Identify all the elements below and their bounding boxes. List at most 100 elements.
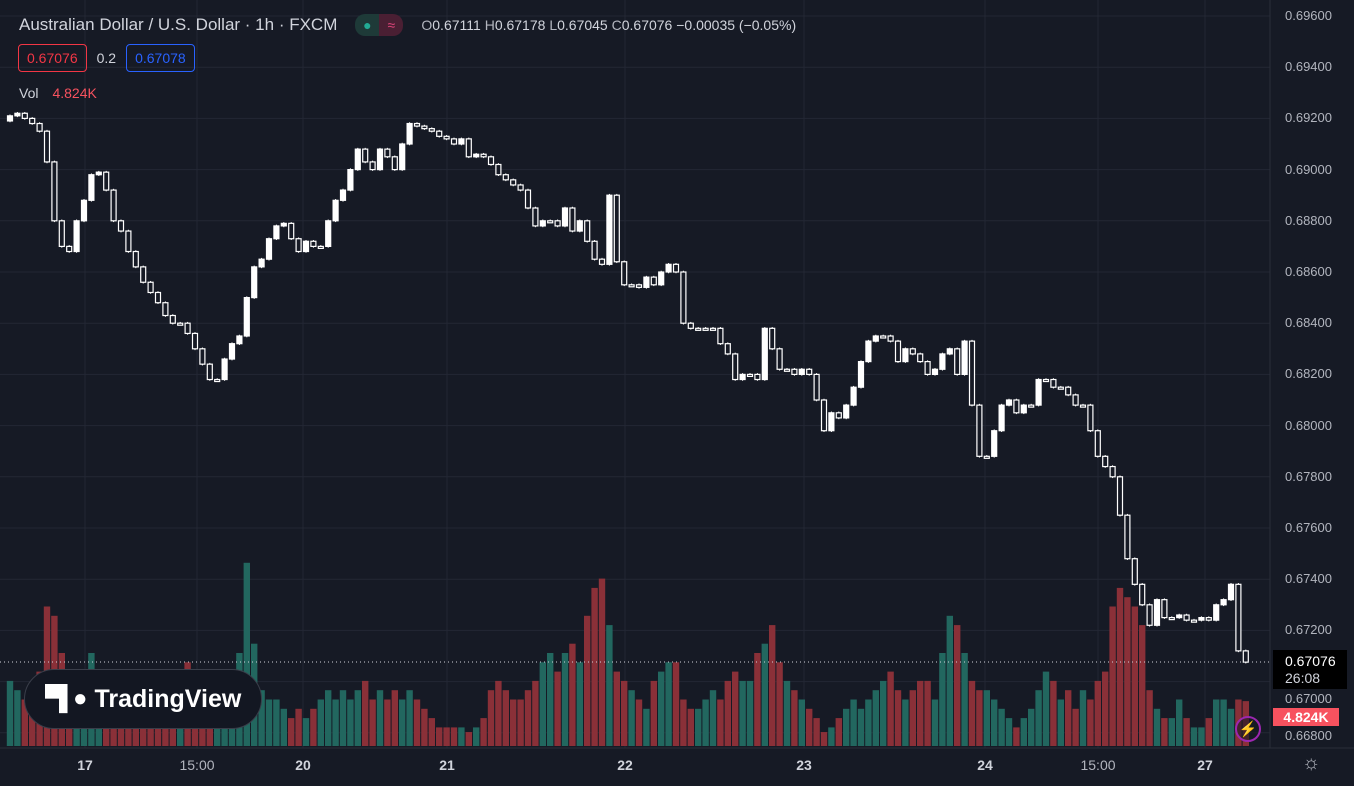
candle	[117, 219, 125, 233]
candle-body	[561, 207, 569, 227]
volume-bar	[709, 690, 717, 746]
candle	[29, 117, 36, 125]
candle	[236, 334, 243, 345]
volume-bar	[406, 690, 413, 746]
candle	[1087, 403, 1094, 432]
candle	[1102, 455, 1109, 468]
time-axis-label: 15:00	[1080, 757, 1116, 773]
candle-body	[517, 184, 524, 191]
candle	[502, 173, 509, 182]
candle-body	[924, 361, 931, 376]
candle-body	[288, 222, 295, 240]
candle	[776, 347, 783, 371]
candle-body	[147, 281, 154, 294]
volume-bar	[857, 708, 865, 746]
candle-body	[1124, 514, 1131, 560]
market-open-dot-icon[interactable]: ●	[355, 14, 380, 36]
volume-legend[interactable]: Vol 4.824K	[19, 85, 97, 101]
candle	[791, 368, 798, 376]
candle	[73, 219, 80, 253]
volume-bar	[761, 643, 768, 746]
volume-bar	[576, 662, 583, 746]
candle	[954, 347, 961, 376]
candle	[909, 347, 916, 356]
candle-body	[806, 368, 813, 375]
candle	[924, 360, 931, 376]
candle-body	[998, 404, 1005, 432]
candle	[132, 250, 139, 269]
candle-body	[894, 340, 902, 363]
candle-body	[317, 245, 324, 249]
candle	[354, 147, 361, 171]
wave-icon[interactable]: ≈	[379, 14, 404, 36]
volume-bar	[961, 653, 968, 746]
volume-bar	[561, 653, 569, 746]
sell-button[interactable]: 0.67076	[18, 44, 87, 72]
logo-text: TradingView	[94, 684, 242, 713]
volume-bar	[1065, 690, 1072, 746]
candle	[1146, 603, 1153, 627]
status-indicators[interactable]: ● ≈	[355, 14, 404, 36]
volume-value: 4.824K	[52, 85, 97, 101]
candle	[968, 339, 976, 407]
volume-bar	[998, 708, 1005, 746]
volume-bar	[347, 699, 354, 746]
candle	[177, 321, 184, 326]
candle	[399, 142, 406, 171]
candle	[369, 160, 376, 171]
candles	[6, 112, 1249, 664]
candle-body	[1227, 583, 1235, 601]
candle	[332, 199, 339, 223]
time-axis-label: 21	[439, 757, 455, 773]
time-axis-label: 23	[796, 757, 812, 773]
symbol-title[interactable]: Australian Dollar / U.S. Dollar · 1h · F…	[19, 15, 338, 34]
candle-body	[510, 179, 517, 186]
volume-bar	[443, 727, 450, 746]
candle	[1094, 429, 1101, 458]
volume-bar	[1035, 690, 1042, 746]
candle-body	[1139, 583, 1146, 606]
candle-body	[1094, 430, 1101, 457]
volume-bar	[487, 690, 495, 746]
buy-button[interactable]: 0.67078	[126, 44, 195, 72]
candle-body	[976, 404, 983, 457]
volume-bar	[724, 680, 731, 746]
candle	[1079, 403, 1087, 408]
candle-body	[865, 340, 872, 363]
candle	[43, 129, 51, 164]
candle-body	[554, 220, 561, 227]
candle	[458, 137, 465, 146]
candle	[643, 275, 650, 289]
volume-tag: 4.824K	[1273, 708, 1339, 726]
candle-body	[783, 368, 791, 372]
candle	[1072, 393, 1079, 407]
candle-body	[798, 368, 805, 375]
candle	[88, 173, 95, 202]
candle-body	[450, 138, 458, 145]
candle-body	[436, 130, 443, 137]
candle-body	[672, 263, 680, 273]
lightning-icon[interactable]: ⚡	[1235, 716, 1261, 742]
candle	[658, 270, 665, 287]
volume-bar	[850, 699, 857, 746]
candle-body	[1213, 604, 1220, 621]
candle	[584, 219, 591, 243]
candle	[754, 373, 761, 381]
candle-body	[502, 174, 509, 181]
volume-bar	[806, 708, 813, 746]
trade-buttons: 0.67076 0.2 0.67078	[18, 44, 195, 72]
candle	[480, 152, 487, 159]
settings-gear-icon[interactable]: ☼	[1302, 752, 1321, 774]
candle	[21, 112, 28, 120]
volume-bar	[769, 625, 776, 746]
candle	[406, 122, 413, 146]
candle	[302, 240, 310, 253]
grid-lines	[0, 0, 1270, 748]
volume-bar	[376, 690, 384, 746]
tradingview-logo[interactable]: ▀▌● TradingView	[24, 669, 262, 729]
volume-bar	[369, 699, 376, 746]
volume-bar	[680, 699, 687, 746]
candle-body	[1035, 378, 1042, 406]
volume-bar	[428, 718, 435, 746]
